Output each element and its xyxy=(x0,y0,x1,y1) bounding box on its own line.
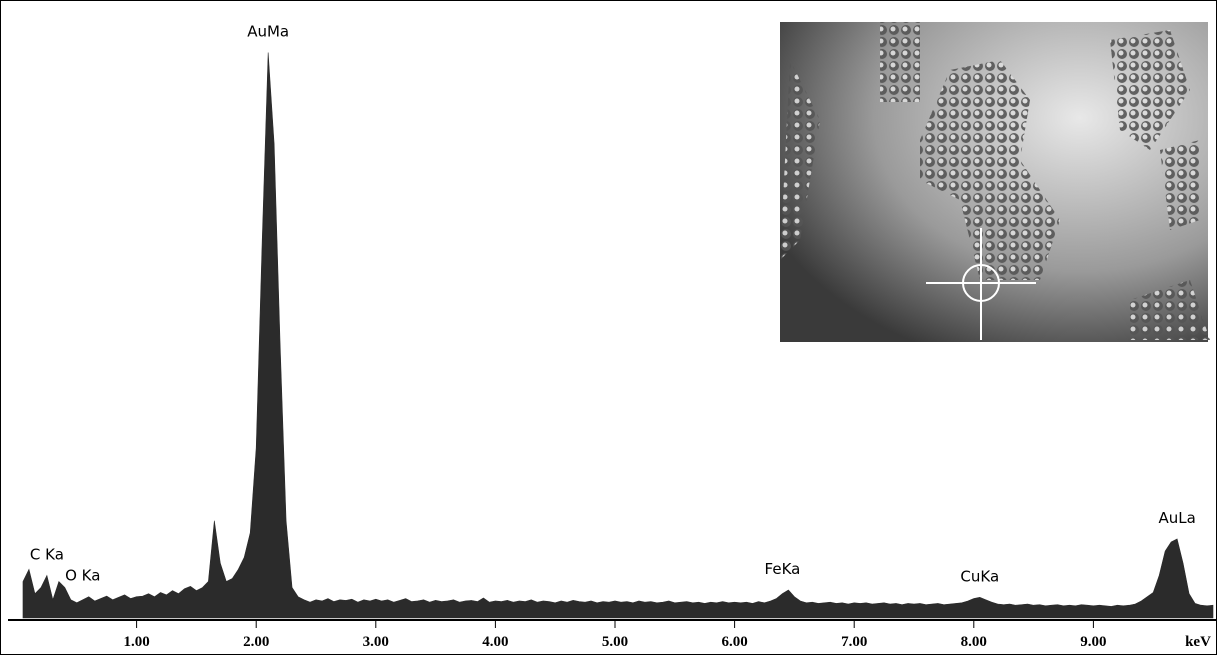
x-tick-label: 2.00 xyxy=(243,634,269,650)
peak-label: AuMa xyxy=(247,23,289,41)
x-tick-label: 8.00 xyxy=(961,634,987,650)
peak-label: FeKa xyxy=(765,560,801,578)
x-tick-label: 4.00 xyxy=(482,634,508,650)
peak-label: CuKa xyxy=(960,567,999,585)
inset-image xyxy=(780,22,1210,342)
x-tick-label: 9.00 xyxy=(1080,634,1106,650)
x-tick-label: 5.00 xyxy=(602,634,628,650)
x-tick-label: 7.00 xyxy=(841,634,867,650)
x-axis-label: keV xyxy=(1185,634,1211,650)
x-tick-label: 6.00 xyxy=(721,634,747,650)
x-tick-label: 3.00 xyxy=(363,634,389,650)
x-tick-label: 1.00 xyxy=(123,634,149,650)
spectrum xyxy=(22,52,1214,619)
peak-label: AuLa xyxy=(1158,509,1195,527)
peak-label: O Ka xyxy=(65,567,100,585)
peak-label: C Ka xyxy=(30,545,64,563)
